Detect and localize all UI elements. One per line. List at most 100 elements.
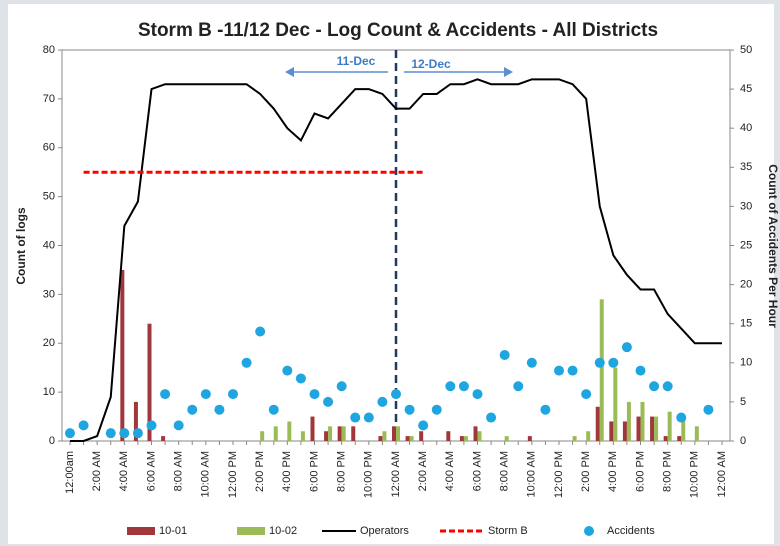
x-tick-label: 4:00 AM (118, 451, 130, 491)
dot (363, 412, 374, 423)
bar (572, 436, 577, 441)
bar (147, 323, 152, 441)
x-tick-label: 2:00 AM (91, 451, 103, 491)
x-tick-label: 4:00 AM (444, 451, 456, 491)
bar (527, 436, 532, 441)
legend-label: 10-02 (269, 525, 297, 537)
y-axis-title: Count of logs (14, 207, 28, 285)
bar (473, 426, 478, 441)
dot (662, 381, 673, 392)
legend-label: Accidents (607, 525, 655, 537)
dot (119, 428, 130, 439)
dot (65, 428, 75, 439)
dot (187, 404, 198, 415)
bar (654, 416, 659, 441)
y2-tick-label: 25 (740, 239, 752, 251)
dot (173, 420, 184, 431)
x-tick-label: 4:00 PM (607, 451, 619, 492)
bar (300, 431, 305, 441)
x-tick-label: 8:00 AM (499, 451, 511, 491)
bar (120, 269, 125, 441)
bar (463, 436, 468, 441)
bar (341, 426, 346, 441)
y2-axis-title: Count of Accidents Per Hour (766, 164, 780, 328)
y-tick-label: 60 (43, 142, 55, 154)
x-tick-label: 12:00 PM (227, 451, 239, 498)
dot (268, 404, 279, 415)
dot (526, 357, 537, 368)
bar (504, 436, 509, 441)
dot (621, 342, 632, 353)
x-tick-label: 6:00 AM (145, 451, 157, 491)
dot (431, 404, 442, 415)
x-tick-label: 10:00 PM (363, 451, 375, 498)
bar (396, 426, 400, 441)
y-tick-label: 0 (49, 435, 55, 447)
bar (161, 436, 166, 441)
bar (378, 436, 383, 441)
bar (622, 421, 627, 441)
x-tick-label: 8:00 AM (173, 451, 185, 491)
dot (336, 381, 347, 392)
bar (382, 431, 387, 441)
y2-tick-label: 0 (740, 435, 746, 447)
bar (667, 411, 672, 441)
bar (310, 416, 315, 441)
chart-panel (8, 4, 774, 544)
dot (132, 428, 143, 439)
dot (554, 365, 564, 376)
dot (146, 420, 157, 431)
arrow-head (504, 67, 513, 77)
y2-tick-label: 5 (740, 396, 746, 408)
dot (635, 365, 646, 376)
dot (594, 357, 605, 368)
dot (472, 389, 483, 400)
bar (640, 401, 645, 441)
dot (105, 428, 116, 439)
y2-tick-label: 15 (740, 318, 752, 330)
dot (703, 404, 714, 415)
y-tick-label: 80 (43, 44, 55, 56)
dot (350, 412, 361, 423)
dot (567, 365, 578, 376)
dot (404, 404, 415, 415)
legend-swatch (237, 527, 265, 535)
bar (694, 426, 699, 441)
x-tick-label: 8:00 PM (336, 451, 348, 492)
dot (581, 389, 592, 400)
dot (608, 357, 619, 368)
bar (405, 436, 410, 441)
y-tick-label: 70 (43, 93, 55, 105)
x-tick-label: 6:00 AM (471, 451, 483, 491)
y-tick-label: 20 (43, 337, 55, 349)
y-tick-label: 40 (43, 239, 55, 251)
y2-tick-label: 10 (740, 357, 752, 369)
dot (323, 396, 334, 407)
bar (459, 436, 464, 441)
legend-swatch (127, 527, 155, 535)
dot (513, 381, 524, 392)
bar (273, 426, 278, 441)
dot (391, 389, 401, 400)
bar (324, 431, 329, 441)
dot (160, 389, 171, 400)
x-tick-label: 4:00 PM (281, 451, 293, 492)
arrow-head (285, 67, 294, 77)
bar (595, 406, 600, 441)
dot (241, 357, 252, 368)
bar (351, 426, 356, 441)
dot (445, 381, 456, 392)
bar (419, 431, 424, 441)
bar (287, 421, 292, 441)
dot (418, 420, 429, 431)
bar (636, 416, 641, 441)
x-tick-label: 2:00 AM (417, 451, 429, 491)
bar (133, 401, 138, 441)
dot (309, 389, 320, 400)
dot (499, 349, 510, 360)
chart-title: Storm B -11/12 Dec - Log Count & Acciden… (138, 20, 658, 41)
dot (255, 326, 266, 337)
bar (663, 436, 668, 441)
dot (78, 420, 89, 431)
